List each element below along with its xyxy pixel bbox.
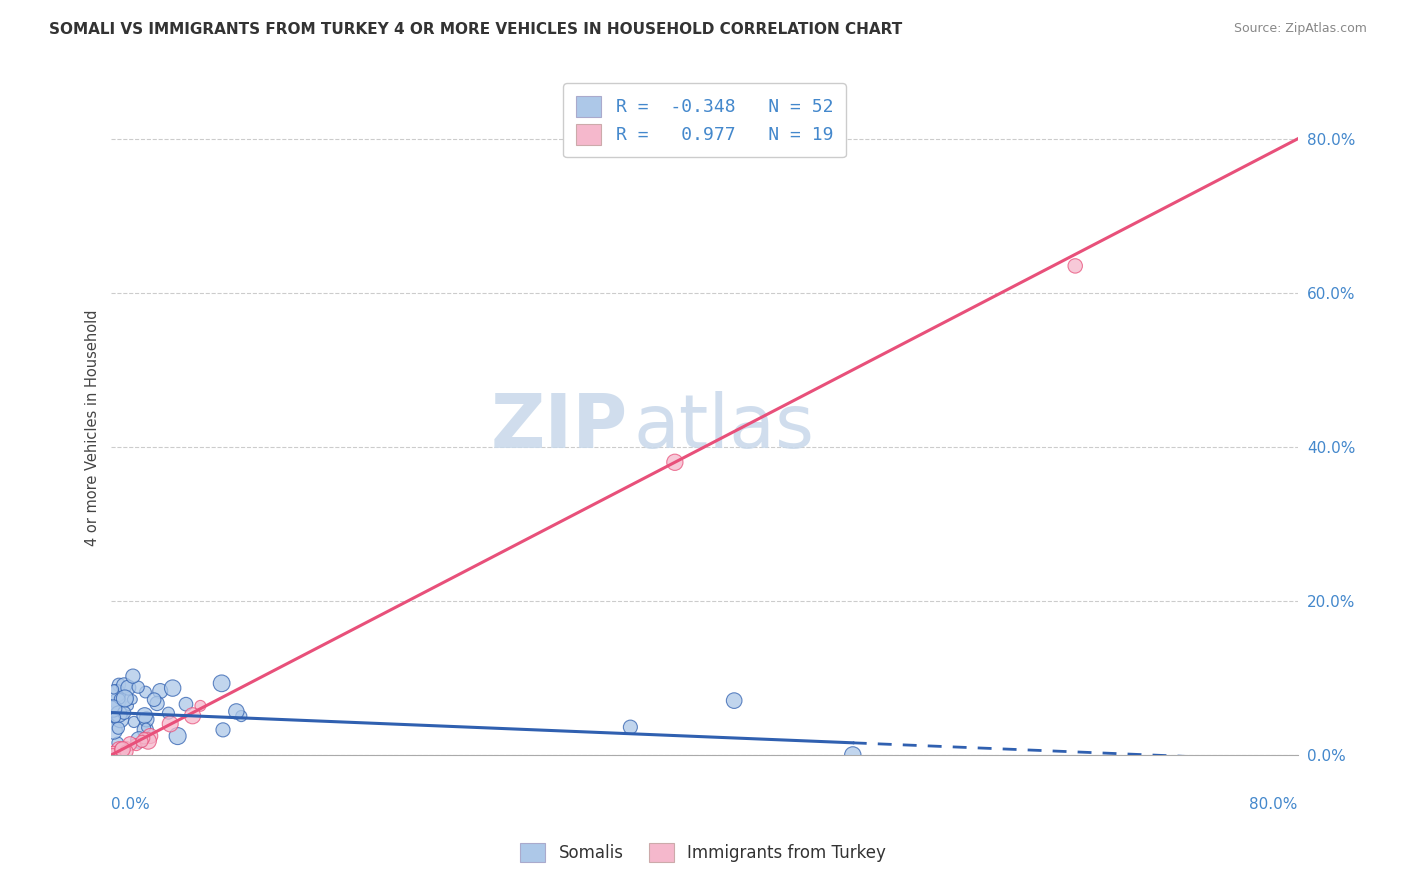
Point (131, 734, 153, 748)
Point (181, 708, 204, 723)
Point (174, 697, 197, 711)
Point (111, 742, 134, 756)
Point (107, 694, 129, 708)
Legend: Somalis, Immigrants from Turkey: Somalis, Immigrants from Turkey (512, 834, 894, 871)
Point (166, 729, 188, 743)
Point (619, 720, 641, 734)
Point (159, 717, 181, 731)
Point (112, 679, 135, 693)
Point (225, 705, 247, 719)
Point (121, 692, 143, 706)
Point (104, 710, 127, 724)
Point (118, 737, 141, 751)
Text: atlas: atlas (633, 391, 814, 464)
Text: SOMALI VS IMMIGRANTS FROM TURKEY 4 OR MORE VEHICLES IN HOUSEHOLD CORRELATION CHA: SOMALI VS IMMIGRANTS FROM TURKEY 4 OR MO… (49, 22, 903, 37)
Point (135, 721, 157, 735)
Point (190, 698, 212, 713)
Point (103, 682, 125, 697)
Y-axis label: 4 or more Vehicles in Household: 4 or more Vehicles in Household (86, 310, 100, 546)
Point (842, 747, 865, 762)
Point (122, 714, 145, 729)
Point (664, 455, 686, 469)
Point (125, 738, 148, 752)
Point (211, 676, 233, 690)
Point (108, 742, 131, 756)
Point (117, 681, 139, 695)
Point (114, 691, 136, 706)
Point (103, 723, 125, 738)
Point (101, 700, 124, 714)
Point (146, 697, 169, 711)
Point (157, 706, 180, 721)
Point (111, 742, 134, 756)
Text: 0.0%: 0.0% (111, 797, 150, 813)
Point (132, 731, 155, 746)
Point (723, 693, 745, 707)
Point (143, 692, 166, 706)
Point (110, 712, 132, 726)
Point (122, 669, 145, 683)
Text: 80.0%: 80.0% (1250, 797, 1298, 813)
Point (135, 712, 157, 726)
Point (114, 691, 136, 706)
Point (134, 685, 156, 699)
Text: Source: ZipAtlas.com: Source: ZipAtlas.com (1233, 22, 1367, 36)
Point (115, 739, 138, 754)
Point (1064, 259, 1087, 273)
Point (139, 729, 162, 743)
Point (136, 734, 159, 748)
Point (134, 708, 156, 723)
Point (107, 736, 129, 750)
Legend: R =  -0.348   N = 52, R =   0.977   N = 19: R = -0.348 N = 52, R = 0.977 N = 19 (564, 83, 846, 157)
Point (108, 691, 131, 706)
Point (108, 678, 131, 692)
Point (134, 723, 156, 737)
Point (212, 723, 235, 737)
Point (101, 701, 124, 715)
Text: ZIP: ZIP (491, 391, 627, 464)
Point (108, 706, 131, 721)
Point (162, 681, 184, 695)
Point (127, 680, 149, 694)
Point (115, 744, 138, 758)
Point (101, 747, 124, 762)
Point (118, 698, 141, 713)
Point (112, 706, 135, 720)
Point (231, 709, 253, 723)
Point (107, 721, 129, 735)
Point (128, 733, 150, 747)
Point (105, 686, 128, 700)
Point (101, 745, 124, 759)
Point (101, 746, 124, 760)
Point (149, 684, 172, 698)
